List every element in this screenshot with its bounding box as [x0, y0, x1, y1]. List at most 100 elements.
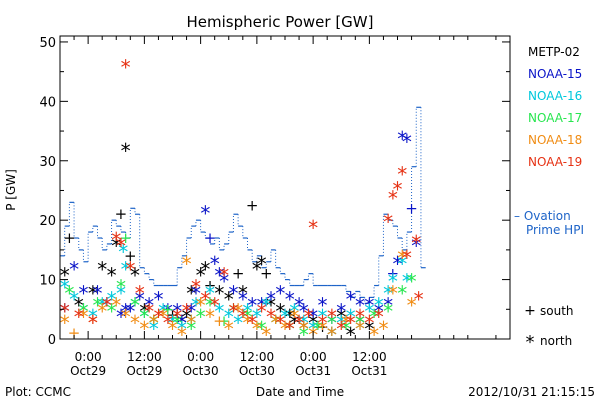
data-point-noaa-16: * — [299, 311, 309, 335]
data-point-noaa-19: * — [121, 56, 131, 80]
data-point-metp-02: * — [299, 317, 309, 341]
data-point-noaa-15: * — [411, 234, 421, 258]
data-point-noaa-16: * — [214, 299, 224, 323]
data-point-noaa-16: * — [158, 299, 168, 323]
data-point-metp-02: + — [63, 229, 76, 247]
data-point-noaa-19: * — [364, 311, 374, 335]
x-tick-date-label: Oct31 — [351, 364, 387, 378]
data-point-noaa-18: * — [224, 317, 234, 341]
data-point-noaa-19: * — [257, 299, 267, 323]
data-point-noaa-19: * — [144, 299, 154, 323]
x-tick-time-label: 0:00 — [187, 350, 214, 364]
data-point-noaa-18: * — [111, 293, 121, 317]
data-point-metp-02: * — [111, 234, 121, 258]
data-point-noaa-16: * — [121, 258, 131, 282]
data-point-noaa-16: * — [397, 252, 407, 276]
x-tick-time-label: 12:00 — [352, 350, 387, 364]
data-point-noaa-17: * — [285, 317, 295, 341]
data-point-noaa-18: * — [341, 311, 351, 335]
data-point-noaa-19: * — [383, 210, 393, 234]
data-point-noaa-17: * — [149, 311, 159, 335]
data-point-metp-02: * — [266, 293, 276, 317]
data-point-noaa-17: + — [162, 300, 175, 318]
data-point-noaa-19: * — [275, 311, 285, 335]
x-axis-label: Date and Time — [256, 385, 344, 399]
data-points: *+* ** **+*+** * +*****+* *+*+**+* * ** * *+*** * *… — [60, 56, 424, 347]
data-point-noaa-15: * — [327, 311, 337, 335]
data-point-noaa-15: * — [374, 299, 384, 323]
data-point-noaa-19: * — [135, 281, 145, 305]
data-point-noaa-18: * — [177, 323, 187, 347]
data-point-noaa-17: * — [116, 276, 126, 300]
data-point-metp-02: * — [214, 281, 224, 305]
data-point-metp-02: * — [177, 311, 187, 335]
x-tick-time-label: 0:00 — [300, 350, 327, 364]
ovation-legend-line1: – Ovation — [514, 209, 571, 223]
data-point-noaa-15: * — [308, 305, 318, 329]
data-point-noaa-16: * — [69, 287, 79, 311]
data-point-noaa-19: * — [318, 311, 328, 335]
data-point-metp-02: * — [121, 139, 131, 163]
data-point-noaa-15: * — [191, 281, 201, 305]
data-point-noaa-18: * — [261, 323, 271, 347]
data-point-metp-02: + — [316, 318, 329, 336]
data-point-noaa-15: * — [238, 287, 248, 311]
data-point-metp-02: * — [139, 299, 149, 323]
data-point-metp-02: * — [289, 311, 299, 335]
data-point-noaa-17: * — [397, 281, 407, 305]
data-point-noaa-18: * — [139, 317, 149, 341]
data-point-metp-02: * — [252, 258, 262, 282]
data-point-noaa-16: * — [233, 311, 243, 335]
data-point-noaa-17: + — [218, 312, 231, 330]
data-point-noaa-16: * — [327, 323, 337, 347]
data-point-noaa-19: * — [88, 311, 98, 335]
data-point-noaa-19: * — [102, 293, 112, 317]
data-point-metp-02: * — [74, 293, 84, 317]
data-point-noaa-15: * — [116, 305, 126, 329]
data-point-noaa-15: * — [200, 201, 210, 225]
data-point-noaa-19: * — [60, 299, 70, 323]
data-point-noaa-19: * — [247, 311, 257, 335]
data-point-noaa-17: * — [205, 293, 215, 317]
legend-entry: NOAA-16 — [528, 89, 582, 103]
data-point-noaa-15: * — [135, 287, 145, 311]
data-point-noaa-15: * — [219, 270, 229, 294]
data-point-noaa-19: * — [238, 305, 248, 329]
data-point-metp-02: + — [115, 205, 128, 223]
data-point-metp-02: * — [275, 299, 285, 323]
data-point-noaa-19: * — [153, 305, 163, 329]
legend: METP-02 NOAA-15 NOAA-16 NOAA-17 NOAA-18 NOAA-… — [514, 45, 584, 353]
data-point-noaa-15: * — [172, 299, 182, 323]
data-point-noaa-16: * — [139, 305, 149, 329]
data-point-noaa-16: * — [364, 299, 374, 323]
data-point-metp-02: * — [238, 281, 248, 305]
data-point-noaa-18: * — [407, 293, 417, 317]
data-point-noaa-17: * — [243, 305, 253, 329]
data-point-noaa-18: * — [388, 281, 398, 305]
y-tick-label: 40 — [39, 95, 56, 110]
footer-timestamp: 2012/10/31 21:15:15 — [468, 385, 595, 399]
data-point-noaa-19: * — [116, 234, 126, 258]
data-point-noaa-18: * — [78, 305, 88, 329]
chart-title: Hemispheric Power [GW] — [187, 13, 374, 31]
data-point-noaa-16: * — [271, 311, 281, 335]
data-point-noaa-15: * — [336, 299, 346, 323]
data-point-noaa-17: * — [139, 305, 149, 329]
data-point-noaa-17: * — [355, 311, 365, 335]
data-point-noaa-15: * — [214, 264, 224, 288]
data-point-metp-02: * — [224, 287, 234, 311]
data-point-noaa-19: * — [266, 305, 276, 329]
data-point-noaa-16: * — [60, 276, 70, 300]
data-point-noaa-16: * — [97, 293, 107, 317]
data-point-noaa-17: * — [172, 311, 182, 335]
data-point-noaa-15: * — [383, 293, 393, 317]
data-point-noaa-15: * — [318, 293, 328, 317]
y-tick-label: 50 — [39, 36, 56, 51]
data-point-noaa-19: * — [125, 258, 135, 282]
data-point-noaa-18: * — [60, 311, 70, 335]
data-point-noaa-17: * — [196, 305, 206, 329]
data-point-noaa-18: * — [289, 305, 299, 329]
data-point-noaa-15: * — [364, 293, 374, 317]
data-point-noaa-18: * — [168, 317, 178, 341]
data-point-noaa-18: * — [280, 317, 290, 341]
